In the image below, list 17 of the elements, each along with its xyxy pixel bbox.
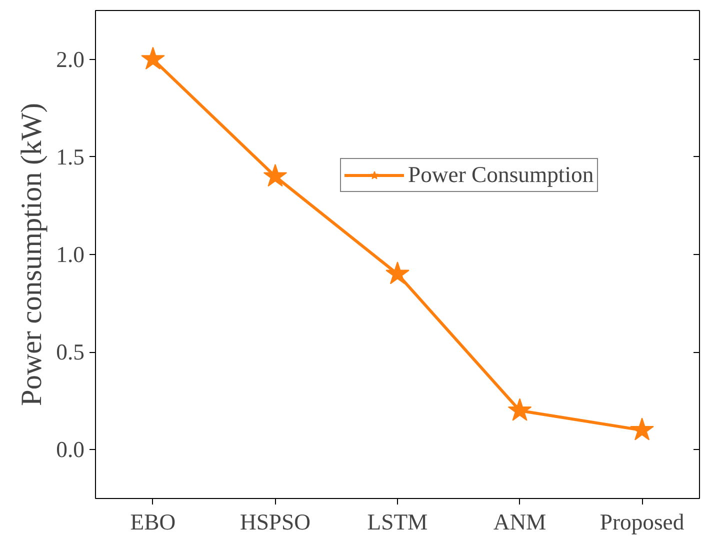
- point: [508, 398, 532, 421]
- point: [141, 46, 165, 70]
- x-tick-label: LSTM: [367, 510, 428, 534]
- x-tick-label: EBO: [130, 510, 176, 534]
- x-tick-label: Proposed: [600, 510, 685, 534]
- y-tick-label: 1.5: [56, 144, 85, 170]
- y-tick-label: 0.5: [56, 340, 85, 365]
- point: [386, 262, 410, 284]
- y-tick-label: 0.0: [56, 437, 85, 462]
- x-tick-label: HSPSO: [240, 510, 310, 534]
- y-tick-label: 2.0: [56, 46, 85, 72]
- legend-label: Power Consumption: [408, 162, 594, 188]
- y-axis-title: Power consumption (kW): [16, 102, 48, 406]
- x-tick-label: ANM: [493, 510, 546, 534]
- point: [630, 418, 654, 440]
- y-tick-label: 1.0: [56, 242, 85, 267]
- point: [263, 164, 288, 187]
